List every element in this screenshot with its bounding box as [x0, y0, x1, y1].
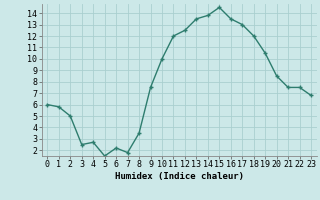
- X-axis label: Humidex (Indice chaleur): Humidex (Indice chaleur): [115, 172, 244, 181]
